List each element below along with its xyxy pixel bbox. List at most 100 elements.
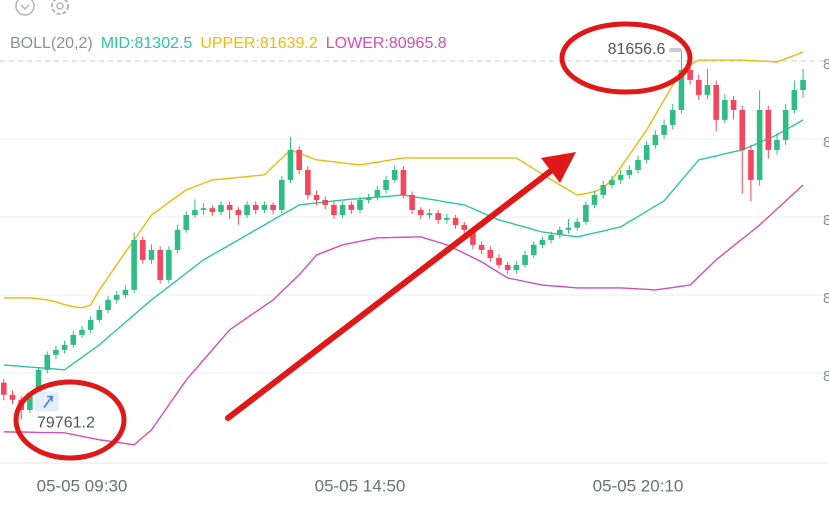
trend-arrow [225,152,576,421]
candle-body [574,221,580,228]
candle-body [1,382,7,395]
plot-area: 80000 80400 80800 81200 81600 05-05 09:30 05-0… [0,49,829,495]
candle-body [209,208,216,212]
y-tick-label: 81200 [823,134,829,151]
candle-body [461,224,468,230]
legend-entry: LOWER:80965.8 [326,35,447,52]
candle-body [730,100,737,110]
settings-center [56,2,64,10]
candle-body [53,349,59,355]
candle-body [192,209,198,216]
candle-body [331,204,337,216]
candle-body [530,244,537,255]
candle-body [539,239,546,245]
candle-body [444,217,450,220]
candle-body [113,294,120,300]
candle-body [200,208,207,210]
y-tick-label: 80800 [823,212,829,229]
candle-body [348,204,355,210]
candle-body [600,185,607,195]
candle-body [79,329,85,335]
arrow-shaft [225,167,555,421]
candle-body [557,229,563,235]
candle-body [643,145,650,160]
candle-body [696,79,702,95]
candle-body [748,149,754,180]
candle-body [44,354,51,370]
x-tick-label: 05-05 20:10 [593,476,684,495]
y-tick-label: 81600 [823,56,829,73]
candle-body [183,215,190,230]
indicator-name: BOLL(20,2) [10,35,93,52]
candle-body [148,249,155,260]
legend-entry: MID:81302.5 [101,35,193,52]
candle-body [418,209,424,216]
candle-body [174,229,181,250]
candle-body [687,69,693,80]
candle-body [244,204,250,216]
candle-body [35,369,42,395]
candle-body [513,264,520,271]
candle-body [27,394,33,410]
candle-body [374,189,381,198]
candle-body [70,334,77,345]
candle-body [678,69,685,110]
candle-body [478,244,485,250]
high-label: 81656.6 [608,41,666,58]
candle-body [713,84,719,120]
candle-body [704,84,711,95]
candle-body [296,149,302,170]
candle-body [791,90,798,110]
candle-body [496,257,502,265]
arrow-head [541,152,576,183]
candle-body [122,289,129,295]
annotations: 81656.6 79761.2 [13,21,693,461]
candle-body [565,227,572,230]
collapse-chevron [20,4,30,11]
candle-body [782,109,789,140]
candle-body [661,124,667,135]
candle-body [400,169,407,195]
band-line [3,51,804,309]
candle-body [504,264,511,271]
candle-body [157,249,163,280]
candle-body [140,239,146,260]
candle-body [409,194,415,210]
candle-body [635,159,641,170]
candle-body [522,254,528,265]
candle-body [548,234,554,240]
candle-body [365,197,372,201]
candle-body [270,204,276,210]
candle-body [96,309,103,320]
candle-body [652,134,659,146]
candle-body [470,229,476,245]
candle-body [305,169,311,195]
candle-body [357,200,363,210]
candle-body [279,179,285,210]
candle-body [669,109,676,125]
candle-body [435,213,441,220]
x-tick-label: 05-05 14:50 [315,476,406,495]
x-tick-label: 05-05 09:30 [37,476,128,495]
candle-body [87,319,94,330]
low-label: 79761.2 [37,415,95,432]
candle-body [609,179,615,186]
candle-body [391,169,398,180]
candle-body [339,204,346,216]
highlight-ellipse [559,21,693,95]
candle-body [287,149,294,180]
band-line [3,184,804,446]
candle-body [166,249,172,280]
candle-body [626,169,633,175]
candle-body [61,344,68,350]
low-marker-arrow [43,395,54,408]
settings-icon[interactable] [51,0,69,15]
candle-body [105,299,111,310]
candle-body [226,204,233,210]
collapse-icon[interactable] [15,0,35,16]
candle-body [487,249,494,258]
candle-body [765,109,772,150]
y-tick-label: 80400 [823,290,829,307]
